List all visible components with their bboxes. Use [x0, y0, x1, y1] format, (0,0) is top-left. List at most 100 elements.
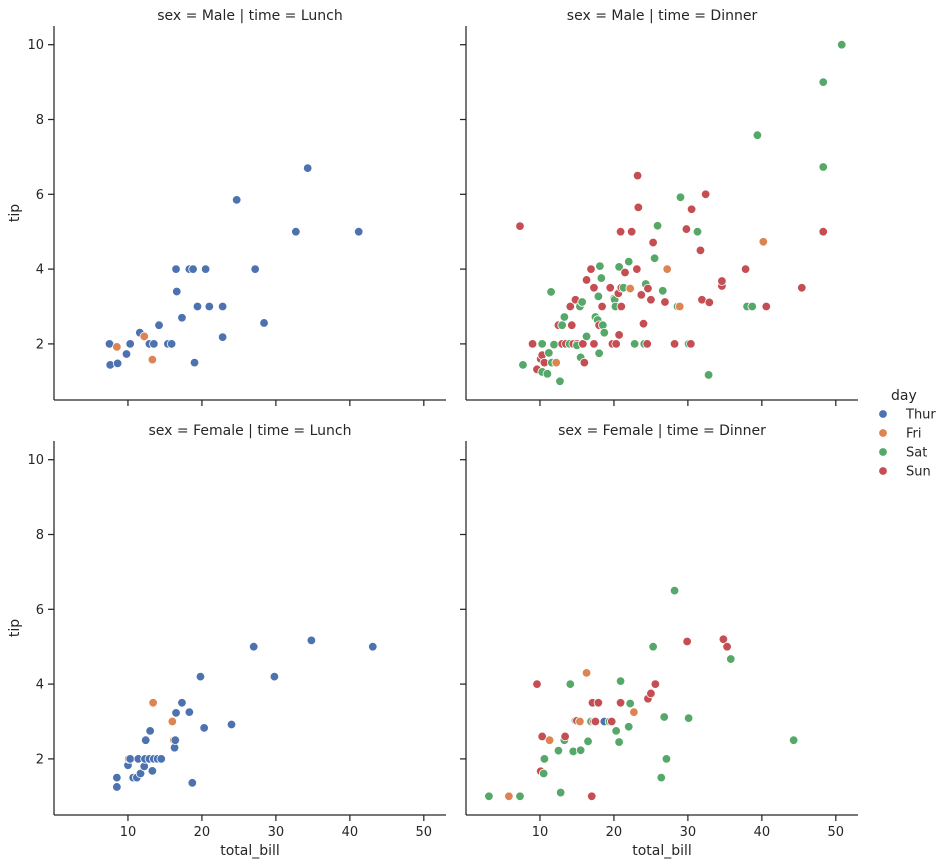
data-point-fri: [629, 707, 639, 717]
data-point-sat: [559, 312, 570, 322]
data-point-sun: [695, 245, 706, 256]
data-point-thur: [112, 358, 123, 369]
data-point-thur: [112, 772, 122, 783]
data-point-sat: [542, 369, 553, 379]
x-axis-label: total_bill: [632, 843, 692, 859]
data-point-thur: [195, 671, 206, 682]
data-point-thur: [291, 226, 301, 237]
data-point-sun: [681, 224, 692, 234]
data-point-thur: [200, 264, 211, 274]
legend-label-fri: Fri: [906, 427, 922, 442]
data-point-sun: [611, 339, 621, 349]
data-point-sun: [686, 204, 697, 214]
facet-panel-2: sex = Female | time = Lunch 2 4 6 8 10 10 20 30 4…: [7, 423, 446, 859]
data-point-thur: [156, 754, 166, 764]
data-point-sun: [615, 698, 626, 708]
data-point-sun: [682, 636, 692, 647]
data-point-fri: [758, 237, 769, 247]
data-point-thur: [141, 735, 151, 745]
data-point-sat: [583, 736, 593, 747]
data-point-sat: [538, 768, 549, 779]
legend-label-thur: Thur: [905, 408, 936, 423]
data-point-sat: [726, 654, 736, 664]
data-point-sat: [549, 339, 559, 350]
data-point-sat: [752, 130, 763, 140]
data-point-thur: [217, 301, 228, 312]
x-tick-label: 20: [194, 825, 211, 840]
data-point-thur: [199, 723, 209, 733]
legend-marker-fri: [878, 428, 888, 438]
data-point-fri: [147, 354, 158, 365]
data-point-thur: [171, 708, 181, 718]
data-point-sun: [646, 295, 656, 305]
data-point-sat: [539, 754, 550, 764]
data-point-sun: [597, 301, 607, 312]
data-point-fri: [575, 716, 585, 727]
data-point-sat: [555, 376, 565, 387]
data-point-thur: [177, 698, 187, 708]
data-point-sun: [620, 267, 630, 278]
data-point-thur: [231, 195, 242, 205]
legend-marker-sun: [878, 466, 888, 476]
data-point-sun: [633, 202, 644, 213]
x-axis-label: total_bill: [220, 843, 280, 859]
data-point-sat: [577, 297, 587, 307]
data-point-sun: [560, 731, 570, 742]
data-point-sun: [818, 226, 828, 237]
legend-title: day: [891, 388, 917, 404]
data-point-fri: [581, 668, 592, 678]
data-point-thur: [306, 635, 317, 646]
data-point-sun: [632, 264, 642, 274]
y-axis-label: tip: [7, 619, 23, 637]
data-point-sat: [596, 273, 607, 283]
x-tick-label: 50: [828, 825, 845, 840]
data-point-sat: [565, 679, 575, 689]
data-point-thur: [354, 226, 364, 237]
panel-title: sex = Female | time = Lunch: [149, 423, 352, 439]
data-point-fri: [662, 264, 672, 274]
data-point-fri: [675, 301, 685, 312]
data-point-sat: [595, 261, 605, 271]
data-point-thur: [188, 264, 198, 274]
x-tick-label: 40: [342, 825, 359, 840]
data-point-thur: [269, 671, 280, 682]
data-point-sat: [557, 320, 567, 330]
panel-title: sex = Male | time = Dinner: [567, 8, 758, 24]
data-point-sat: [594, 348, 604, 358]
data-point-sun: [704, 297, 715, 308]
data-point-sun: [586, 264, 596, 274]
data-point-thur: [302, 163, 313, 173]
data-point-sat: [658, 286, 668, 296]
data-point-sat: [555, 787, 566, 798]
data-point-sat: [703, 370, 714, 380]
data-point-sun: [579, 357, 590, 368]
y-tick-label: 6: [36, 603, 44, 618]
data-point-sun: [717, 276, 727, 286]
data-point-fri: [544, 735, 555, 745]
data-point-sat: [544, 348, 554, 358]
data-point-sat: [546, 287, 556, 297]
y-tick-label: 2: [36, 337, 44, 352]
data-point-sat: [675, 192, 686, 202]
data-point-sun: [590, 716, 601, 727]
data-point-sun: [646, 688, 656, 699]
data-point-sat: [515, 791, 525, 802]
data-point-thur: [172, 286, 182, 297]
data-point-thur: [154, 320, 164, 330]
data-point-sun: [636, 290, 646, 300]
data-point-sun: [593, 698, 604, 708]
data-point-sun: [567, 320, 577, 330]
data-point-thur: [171, 264, 181, 274]
x-tick-label: 30: [268, 825, 285, 840]
data-point-sun: [761, 301, 771, 312]
data-point-sat: [648, 642, 658, 652]
data-point-thur: [250, 264, 260, 274]
data-point-sat: [484, 791, 494, 802]
data-point-sat: [692, 226, 703, 237]
data-point-thur: [149, 339, 159, 349]
data-point-thur: [145, 726, 155, 736]
x-tick-label: 10: [120, 825, 137, 840]
data-point-sun: [578, 339, 588, 349]
data-point-fri: [551, 357, 561, 368]
data-point-sat: [818, 162, 828, 172]
